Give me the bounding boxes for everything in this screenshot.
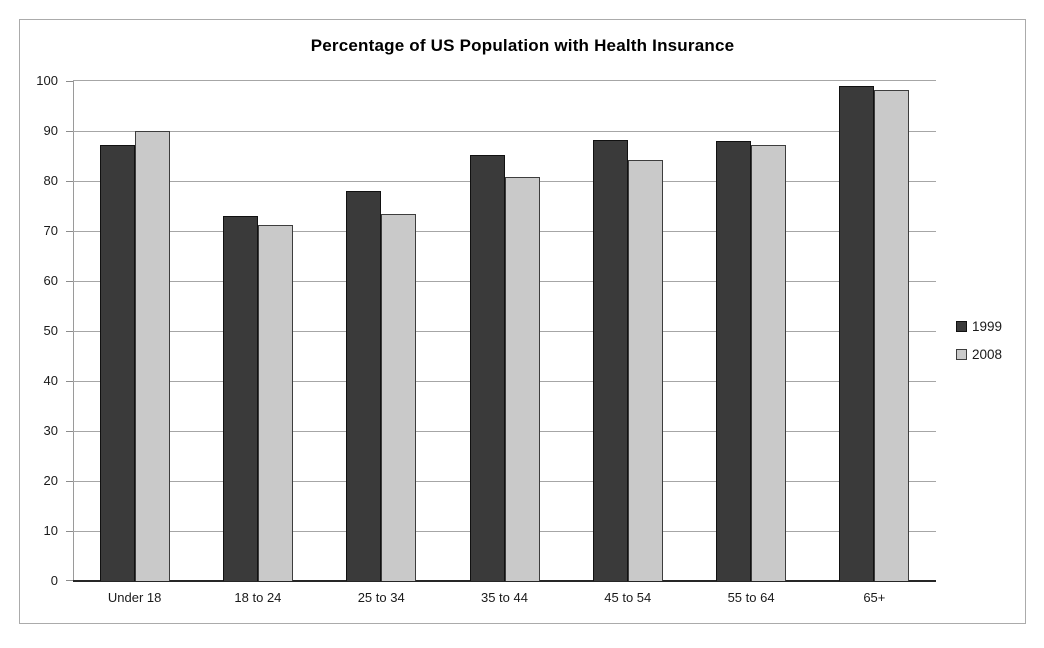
bar-1999-45-to-54 [592,140,628,581]
bar-1999-65 [839,85,875,581]
y-tick-50 [66,331,73,332]
y-tick-10 [66,531,73,532]
bar-2008-45-to-54 [627,160,663,581]
bar-2008-35-to-44 [504,177,540,581]
gridline-90 [73,131,936,132]
chart-title: Percentage of US Population with Health … [310,36,735,55]
bar-1999-35-to-44 [469,155,505,581]
x-axis-label-65: 65+ [863,590,886,605]
y-tick-60 [66,281,73,282]
bar-2008-under-18 [134,130,170,581]
y-tick-100 [66,81,73,82]
y-axis-label: 0 [50,573,58,588]
x-axis-label-55-to-64: 55 to 64 [727,590,775,605]
legend-swatch-2008-icon [956,348,967,360]
plot-area [66,80,936,582]
x-axis-label-25-to-34: 25 to 34 [357,590,405,605]
legend-swatch-1999-icon [956,320,967,332]
bar-2008-18-to-24 [257,224,293,581]
bar-2008-65 [874,90,910,581]
bar-1999-25-to-34 [346,190,382,581]
y-axis-label: 90 [43,123,58,138]
y-axis-label: 100 [36,73,58,88]
y-axis-label: 40 [43,373,58,388]
y-axis-label: 60 [43,273,58,288]
x-axis-label-under-18: Under 18 [107,590,162,605]
bar-2008-25-to-34 [381,214,417,581]
legend: 1999 2008 [956,312,1002,368]
bar-1999-18-to-24 [222,215,258,581]
x-axis-label-18-to-24: 18 to 24 [234,590,282,605]
y-axis-label: 70 [43,223,58,238]
legend-item-2008: 2008 [956,340,1002,368]
gridline-100 [73,80,936,81]
y-tick-70 [66,231,73,232]
y-tick-80 [66,181,73,182]
y-axis-label: 20 [43,473,58,488]
y-axis-labels: 0 10 20 30 40 50 60 70 80 90 100 [0,73,61,588]
legend-item-1999: 1999 [956,312,1002,340]
bar-1999-55-to-64 [716,141,752,581]
x-axis-label-35-to-44: 35 to 44 [480,590,528,605]
x-axis-label-45-to-54: 45 to 54 [604,590,652,605]
y-tick-30 [66,431,73,432]
y-axis-label: 50 [43,323,58,338]
y-tick-20 [66,481,73,482]
y-tick-40 [66,381,73,382]
legend-label-2008: 2008 [972,346,1003,362]
y-tick-90 [66,131,73,132]
y-axis-label: 10 [43,523,58,538]
y-tick-0 [66,580,73,581]
bar-2008-55-to-64 [751,144,787,581]
x-axis-labels: Under 18 18 to 24 25 to 34 35 to 44 45 to 54… [73,589,936,609]
y-axis-label: 30 [43,423,58,438]
bar-1999-under-18 [99,144,135,581]
x-axis-line [73,580,936,582]
legend-label-1999: 1999 [972,318,1003,334]
y-axis-label: 80 [43,173,58,188]
